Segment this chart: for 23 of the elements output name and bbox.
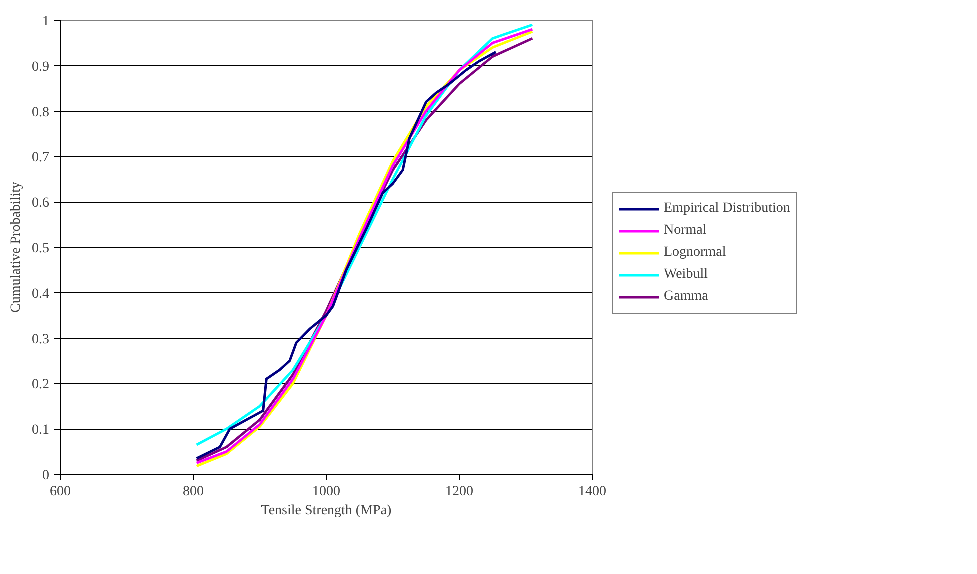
y-tick-label: 0.6 bbox=[32, 196, 50, 212]
y-tick-label: 0.9 bbox=[32, 60, 50, 75]
y-tick-label: 1 bbox=[42, 14, 50, 30]
legend-label: Lognormal bbox=[664, 245, 726, 261]
legend-label: Gamma bbox=[664, 289, 708, 305]
x-tick-label: 1000 bbox=[312, 484, 340, 500]
legend-label: Normal bbox=[664, 223, 707, 239]
x-tick-label: 800 bbox=[183, 484, 204, 500]
y-tick-label: 0.1 bbox=[32, 423, 50, 438]
legend-label: Weibull bbox=[664, 267, 708, 283]
y-axis-title: Cumulative Probability bbox=[9, 182, 24, 314]
x-tick-label: 1400 bbox=[578, 484, 606, 500]
x-tick-label: 600 bbox=[50, 484, 71, 500]
x-tick-label: 1200 bbox=[446, 484, 474, 500]
legend-label: Empirical Distribution bbox=[664, 201, 790, 217]
y-tick-label: 0.2 bbox=[32, 378, 50, 393]
y-tick-label: 0.5 bbox=[32, 242, 50, 256]
y-tick-label: 0.8 bbox=[32, 105, 50, 120]
y-tick-label: 0 bbox=[42, 468, 50, 484]
y-tick-label: 0.7 bbox=[32, 150, 50, 166]
y-tick-label: 0.4 bbox=[32, 286, 50, 302]
x-axis-title: Tensile Strength (MPa) bbox=[261, 504, 392, 518]
y-tick-label: 0.3 bbox=[32, 332, 50, 348]
